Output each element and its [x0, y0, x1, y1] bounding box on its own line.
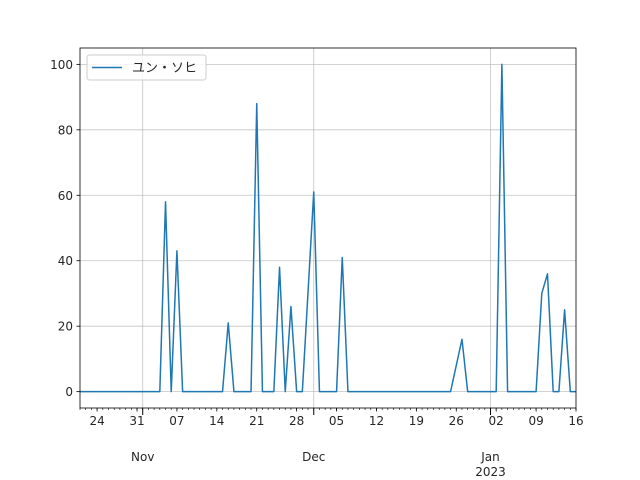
x-tick-label: 19 [409, 414, 424, 428]
x-tick-label: 12 [369, 414, 384, 428]
x-tick-label: 07 [169, 414, 184, 428]
legend: ユン・ソヒ [86, 54, 207, 81]
x-tick-label: 09 [528, 414, 543, 428]
x-tick-label: 28 [289, 414, 304, 428]
x-tick-label: 24 [89, 414, 104, 428]
y-tick-label: 80 [58, 123, 73, 137]
x-tick-label: 05 [329, 414, 344, 428]
x-tick-label: 26 [449, 414, 464, 428]
y-tick-label: 40 [58, 254, 73, 268]
x-tick-label: 16 [568, 414, 583, 428]
plot-frame [79, 47, 577, 409]
legend-label: ユン・ソヒ [132, 61, 197, 76]
x-tick-label: 02 [489, 414, 504, 428]
x-tick-label: 31 [129, 414, 144, 428]
series-layer [80, 63, 576, 393]
legend-box [86, 54, 207, 81]
x-month-label: Jan [480, 450, 500, 464]
x-tick-label: 14 [209, 414, 224, 428]
y-tick-label: 60 [58, 189, 73, 203]
y-tick-label: 0 [65, 385, 73, 399]
x-tick-label: 21 [249, 414, 264, 428]
series-line-0 [80, 63, 576, 393]
x-month-label: Nov [131, 450, 154, 464]
y-tick-label: 100 [50, 58, 73, 72]
x-year-label: 2023 [475, 465, 506, 479]
x-month-label: Dec [302, 450, 325, 464]
y-tick-label: 20 [58, 320, 73, 334]
